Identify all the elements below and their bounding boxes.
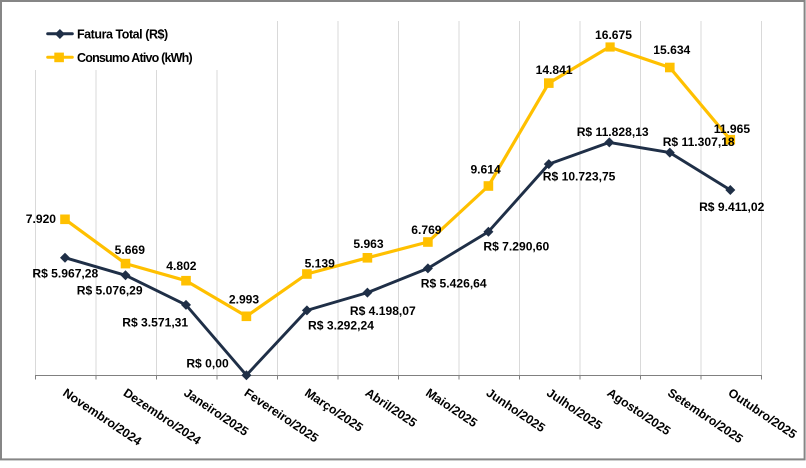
svg-text:15.634: 15.634	[653, 43, 690, 57]
svg-text:6.769: 6.769	[411, 223, 442, 237]
svg-text:R$ 3.571,31: R$ 3.571,31	[122, 316, 188, 330]
svg-text:5.669: 5.669	[115, 243, 146, 257]
svg-text:16.675: 16.675	[595, 28, 632, 42]
svg-text:R$ 0,00: R$ 0,00	[186, 357, 229, 371]
svg-text:4.802: 4.802	[166, 259, 197, 273]
svg-text:11.965: 11.965	[714, 122, 751, 136]
svg-text:Fatura Total (R$): Fatura Total (R$)	[77, 28, 168, 42]
svg-text:R$ 9.411,02: R$ 9.411,02	[699, 200, 765, 214]
svg-text:R$ 10.723,75: R$ 10.723,75	[543, 170, 616, 184]
svg-text:5.963: 5.963	[353, 237, 384, 251]
svg-text:2.993: 2.993	[229, 293, 260, 307]
svg-text:9.614: 9.614	[470, 163, 501, 177]
svg-text:R$ 11.307,18: R$ 11.307,18	[663, 135, 735, 149]
svg-text:R$ 4.198,07: R$ 4.198,07	[350, 304, 416, 318]
svg-text:7.920: 7.920	[26, 212, 57, 226]
svg-text:R$ 7.290,60: R$ 7.290,60	[483, 239, 549, 253]
svg-text:R$ 5.426,64: R$ 5.426,64	[421, 276, 487, 290]
svg-text:Consumo Ativo (kWh): Consumo Ativo (kWh)	[77, 51, 193, 65]
svg-text:14.841: 14.841	[536, 63, 573, 77]
svg-text:R$ 3.292,24: R$ 3.292,24	[308, 319, 374, 333]
svg-text:R$ 11.828,13: R$ 11.828,13	[577, 125, 649, 139]
svg-text:5.139: 5.139	[305, 257, 336, 271]
svg-text:R$ 5.967,28: R$ 5.967,28	[32, 267, 98, 281]
svg-text:R$ 5.076,29: R$ 5.076,29	[77, 284, 143, 298]
